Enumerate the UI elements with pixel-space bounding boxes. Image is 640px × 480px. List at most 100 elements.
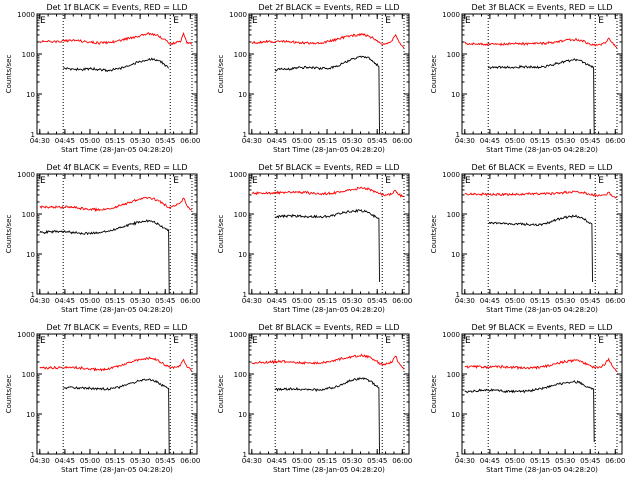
x-tick-label: 05:30 <box>555 297 575 305</box>
x-tick-label: 06:00 <box>605 297 625 305</box>
x-tick-label: 06:00 <box>605 137 625 145</box>
y-tick-label: 10 <box>238 91 247 99</box>
axes-frame <box>248 173 410 295</box>
y-tick-label: 10 <box>451 91 460 99</box>
x-axis-label: Start Time (28-Jan-05 04:28:20) <box>273 466 385 474</box>
x-tick-label: 05:45 <box>155 457 175 465</box>
x-axis-label: Start Time (28-Jan-05 04:28:20) <box>486 146 598 154</box>
x-tick-label: 04:45 <box>480 457 500 465</box>
x-tick-label: 05:00 <box>292 137 312 145</box>
x-tick-label: 04:30 <box>30 457 50 465</box>
x-tick-label: 05:15 <box>530 137 550 145</box>
x-tick-label: 05:15 <box>105 297 125 305</box>
y-axis-label: Counts/sec <box>5 55 13 94</box>
panel-title: Det 3f BLACK = Events, RED = LLD <box>471 3 612 12</box>
event-marker-label: E <box>385 336 391 346</box>
lld-series-line <box>464 357 618 372</box>
y-axis-label: Counts/sec <box>430 375 438 414</box>
panel-det-9: Det 9f BLACK = Events, RED = LLD 1 10 100 10… <box>430 323 625 474</box>
axes-frame <box>248 333 410 455</box>
panel-title: Det 1f BLACK = Events, RED = LLD <box>46 3 187 12</box>
y-axis-label: Counts/sec <box>217 215 225 254</box>
x-tick-label: 05:45 <box>155 297 175 305</box>
events-series-line <box>488 214 593 283</box>
event-marker-label: E <box>598 16 604 26</box>
x-tick-label: 05:15 <box>105 457 125 465</box>
y-axis-label: Counts/sec <box>5 215 13 254</box>
x-tick-label: 04:30 <box>242 137 262 145</box>
y-tick-label: 1 <box>31 451 35 459</box>
event-marker-label: E <box>40 336 46 346</box>
x-tick-label: 05:30 <box>342 457 362 465</box>
x-tick-label: 05:30 <box>130 457 150 465</box>
panel-det-3: Det 3f BLACK = Events, RED = LLD 1 10 100 10… <box>430 3 625 154</box>
y-tick-label: 1000 <box>229 331 247 339</box>
x-tick-label: 05:30 <box>555 137 575 145</box>
event-marker-label: E <box>598 336 604 346</box>
x-tick-label: 05:45 <box>580 137 600 145</box>
x-tick-label: 06:00 <box>605 457 625 465</box>
events-series-line <box>274 55 380 135</box>
event-marker-label: E <box>598 176 604 186</box>
lld-series-line <box>251 353 405 370</box>
events-series-line <box>274 208 380 283</box>
x-tick-label: 05:00 <box>80 457 100 465</box>
y-tick-label: 1 <box>31 131 35 139</box>
x-tick-label: 05:00 <box>292 297 312 305</box>
x-tick-label: 05:00 <box>505 297 525 305</box>
x-axis-label: Start Time (28-Jan-05 04:28:20) <box>61 146 173 154</box>
x-tick-label: 04:30 <box>455 297 475 305</box>
panel-title: Det 9f BLACK = Events, RED = LLD <box>471 323 612 332</box>
events-series-line <box>39 219 170 295</box>
y-tick-label: 100 <box>22 211 35 219</box>
x-tick-label: 04:30 <box>242 297 262 305</box>
y-tick-label: 1 <box>456 291 460 299</box>
event-marker-label: E <box>40 16 46 26</box>
x-tick-label: 05:45 <box>580 457 600 465</box>
y-tick-label: 100 <box>234 371 247 379</box>
x-tick-label: 05:15 <box>530 297 550 305</box>
x-tick-label: 05:30 <box>130 137 150 145</box>
panel-title: Det 5f BLACK = Events, RED = LLD <box>258 163 399 172</box>
x-tick-label: 04:45 <box>55 457 75 465</box>
x-tick-label: 05:00 <box>80 137 100 145</box>
x-tick-label: 04:45 <box>55 297 75 305</box>
y-tick-label: 1000 <box>442 171 460 179</box>
y-axis-label: Counts/sec <box>430 215 438 254</box>
y-tick-label: 10 <box>451 411 460 419</box>
y-tick-label: 1000 <box>17 171 35 179</box>
events-series-line <box>487 58 595 135</box>
y-tick-label: 100 <box>22 371 35 379</box>
x-tick-label: 04:30 <box>455 457 475 465</box>
x-axis-label: Start Time (28-Jan-05 04:28:20) <box>61 306 173 314</box>
event-marker-label: E <box>252 16 258 26</box>
x-tick-label: 05:30 <box>342 137 362 145</box>
lld-series-line <box>464 190 618 199</box>
x-axis-label: Start Time (28-Jan-05 04:28:20) <box>273 146 385 154</box>
x-tick-label: 06:00 <box>180 137 200 145</box>
x-tick-label: 05:00 <box>505 137 525 145</box>
panel-title: Det 7f BLACK = Events, RED = LLD <box>46 323 187 332</box>
event-marker-label: E <box>252 176 258 186</box>
y-tick-label: 1000 <box>229 171 247 179</box>
x-tick-label: 04:45 <box>480 137 500 145</box>
y-tick-label: 1000 <box>229 11 247 19</box>
y-tick-label: 100 <box>234 51 247 59</box>
y-tick-label: 1000 <box>442 331 460 339</box>
event-marker-label: E <box>465 176 471 186</box>
lld-series-line <box>464 37 618 49</box>
axes-frame <box>36 173 198 295</box>
y-axis-label: Counts/sec <box>217 55 225 94</box>
x-tick-label: 05:15 <box>317 297 337 305</box>
panel-det-7: Det 7f BLACK = Events, RED = LLD 1 10 100 10… <box>5 323 200 474</box>
y-axis-label: Counts/sec <box>5 375 13 414</box>
events-series-line <box>62 57 169 73</box>
y-tick-label: 1 <box>31 291 35 299</box>
y-tick-label: 10 <box>26 251 35 259</box>
x-tick-label: 06:00 <box>392 297 412 305</box>
y-tick-label: 100 <box>447 51 460 59</box>
y-tick-label: 1 <box>456 451 460 459</box>
panel-title: Det 8f BLACK = Events, RED = LLD <box>258 323 399 332</box>
y-tick-label: 1000 <box>17 331 35 339</box>
y-tick-label: 10 <box>26 91 35 99</box>
